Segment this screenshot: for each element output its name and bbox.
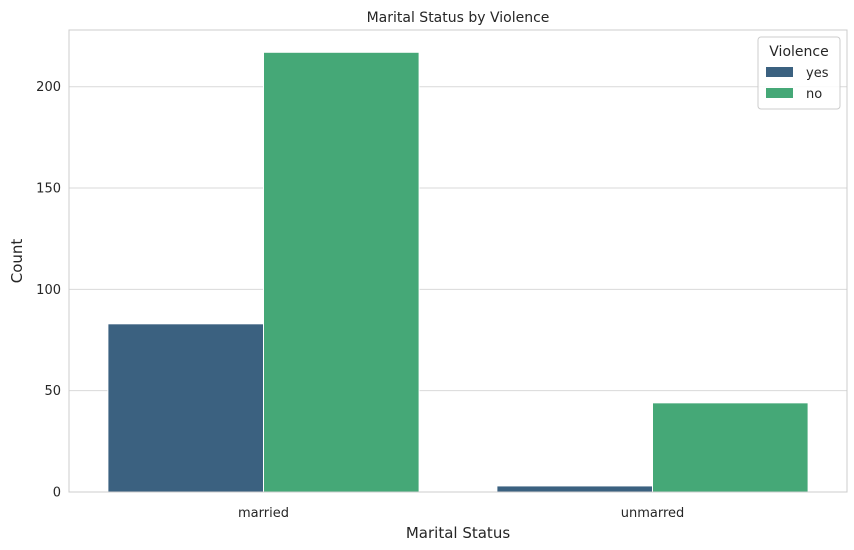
legend: Violence yes no: [757, 36, 841, 110]
legend-swatch-no: [766, 88, 793, 98]
plot-frame: [68, 29, 848, 493]
bar-no-married: [263, 51, 420, 493]
x-tick-label: married: [238, 506, 289, 521]
legend-label-yes: yes: [806, 66, 829, 81]
y-tick-labels: 0 50 100 150 200: [36, 80, 61, 500]
y-tick-label: 0: [53, 486, 61, 501]
bar-yes-unmarred: [496, 485, 653, 493]
legend-items: yes no: [766, 66, 829, 102]
chart-title: Marital Status by Violence: [367, 10, 550, 26]
bar-yes-married: [107, 323, 265, 493]
y-axis-label: Count: [8, 239, 26, 284]
bars: [107, 51, 809, 493]
y-tick-label: 50: [44, 384, 61, 399]
x-axis-label: Marital Status: [406, 524, 510, 542]
y-tick-label: 100: [36, 283, 61, 298]
legend-label-no: no: [806, 87, 822, 102]
legend-title: Violence: [769, 44, 828, 60]
x-tick-label: unmarred: [621, 506, 685, 521]
bar-no-unmarred: [652, 402, 809, 493]
y-tick-label: 150: [36, 182, 61, 197]
legend-swatch-yes: [766, 67, 793, 77]
y-tick-label: 200: [36, 80, 61, 95]
x-tick-labels: married unmarred: [238, 506, 684, 521]
